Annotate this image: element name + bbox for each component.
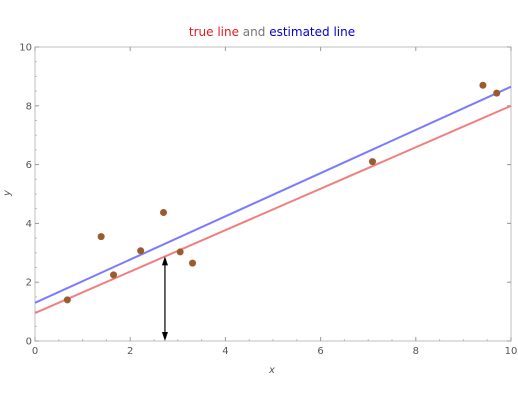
x-axis-label: x <box>268 365 275 376</box>
plot-area: 0 2 4 6 8 10 0 2 4 6 8 10 <box>19 43 517 358</box>
estimated-line <box>34 85 512 304</box>
y-tick-label: 6 <box>26 160 32 171</box>
y-axis-label: y <box>2 189 13 197</box>
data-point <box>368 158 376 166</box>
x-tick-label: 4 <box>222 346 228 357</box>
data-point <box>110 271 118 279</box>
true-line <box>34 104 512 314</box>
title-and: and <box>239 25 269 39</box>
data-point <box>137 247 145 255</box>
y-tick-label: 2 <box>26 278 32 289</box>
data-point <box>479 81 487 89</box>
x-tick-label: 6 <box>317 346 323 357</box>
data-point <box>160 209 168 217</box>
data-point <box>176 248 184 256</box>
title-true-line: true line <box>189 25 239 39</box>
data-point <box>493 89 501 97</box>
y-tick-label: 0 <box>26 337 32 348</box>
chart-title: true line and estimated line <box>189 25 355 39</box>
data-point <box>189 259 197 267</box>
arrow-head-top <box>161 256 168 266</box>
data-point <box>63 296 71 304</box>
x-tick-label: 2 <box>127 346 133 357</box>
y-tick-label: 4 <box>26 219 32 230</box>
data-point <box>97 233 105 241</box>
y-tick-label: 10 <box>19 43 32 54</box>
x-tick-label: 10 <box>505 346 518 357</box>
x-tick-label: 0 <box>32 346 38 357</box>
x-tick-label: 8 <box>413 346 419 357</box>
arrow-head-bottom <box>161 332 168 341</box>
y-tick-label: 8 <box>26 101 32 112</box>
title-estimated-line: estimated line <box>269 25 355 39</box>
